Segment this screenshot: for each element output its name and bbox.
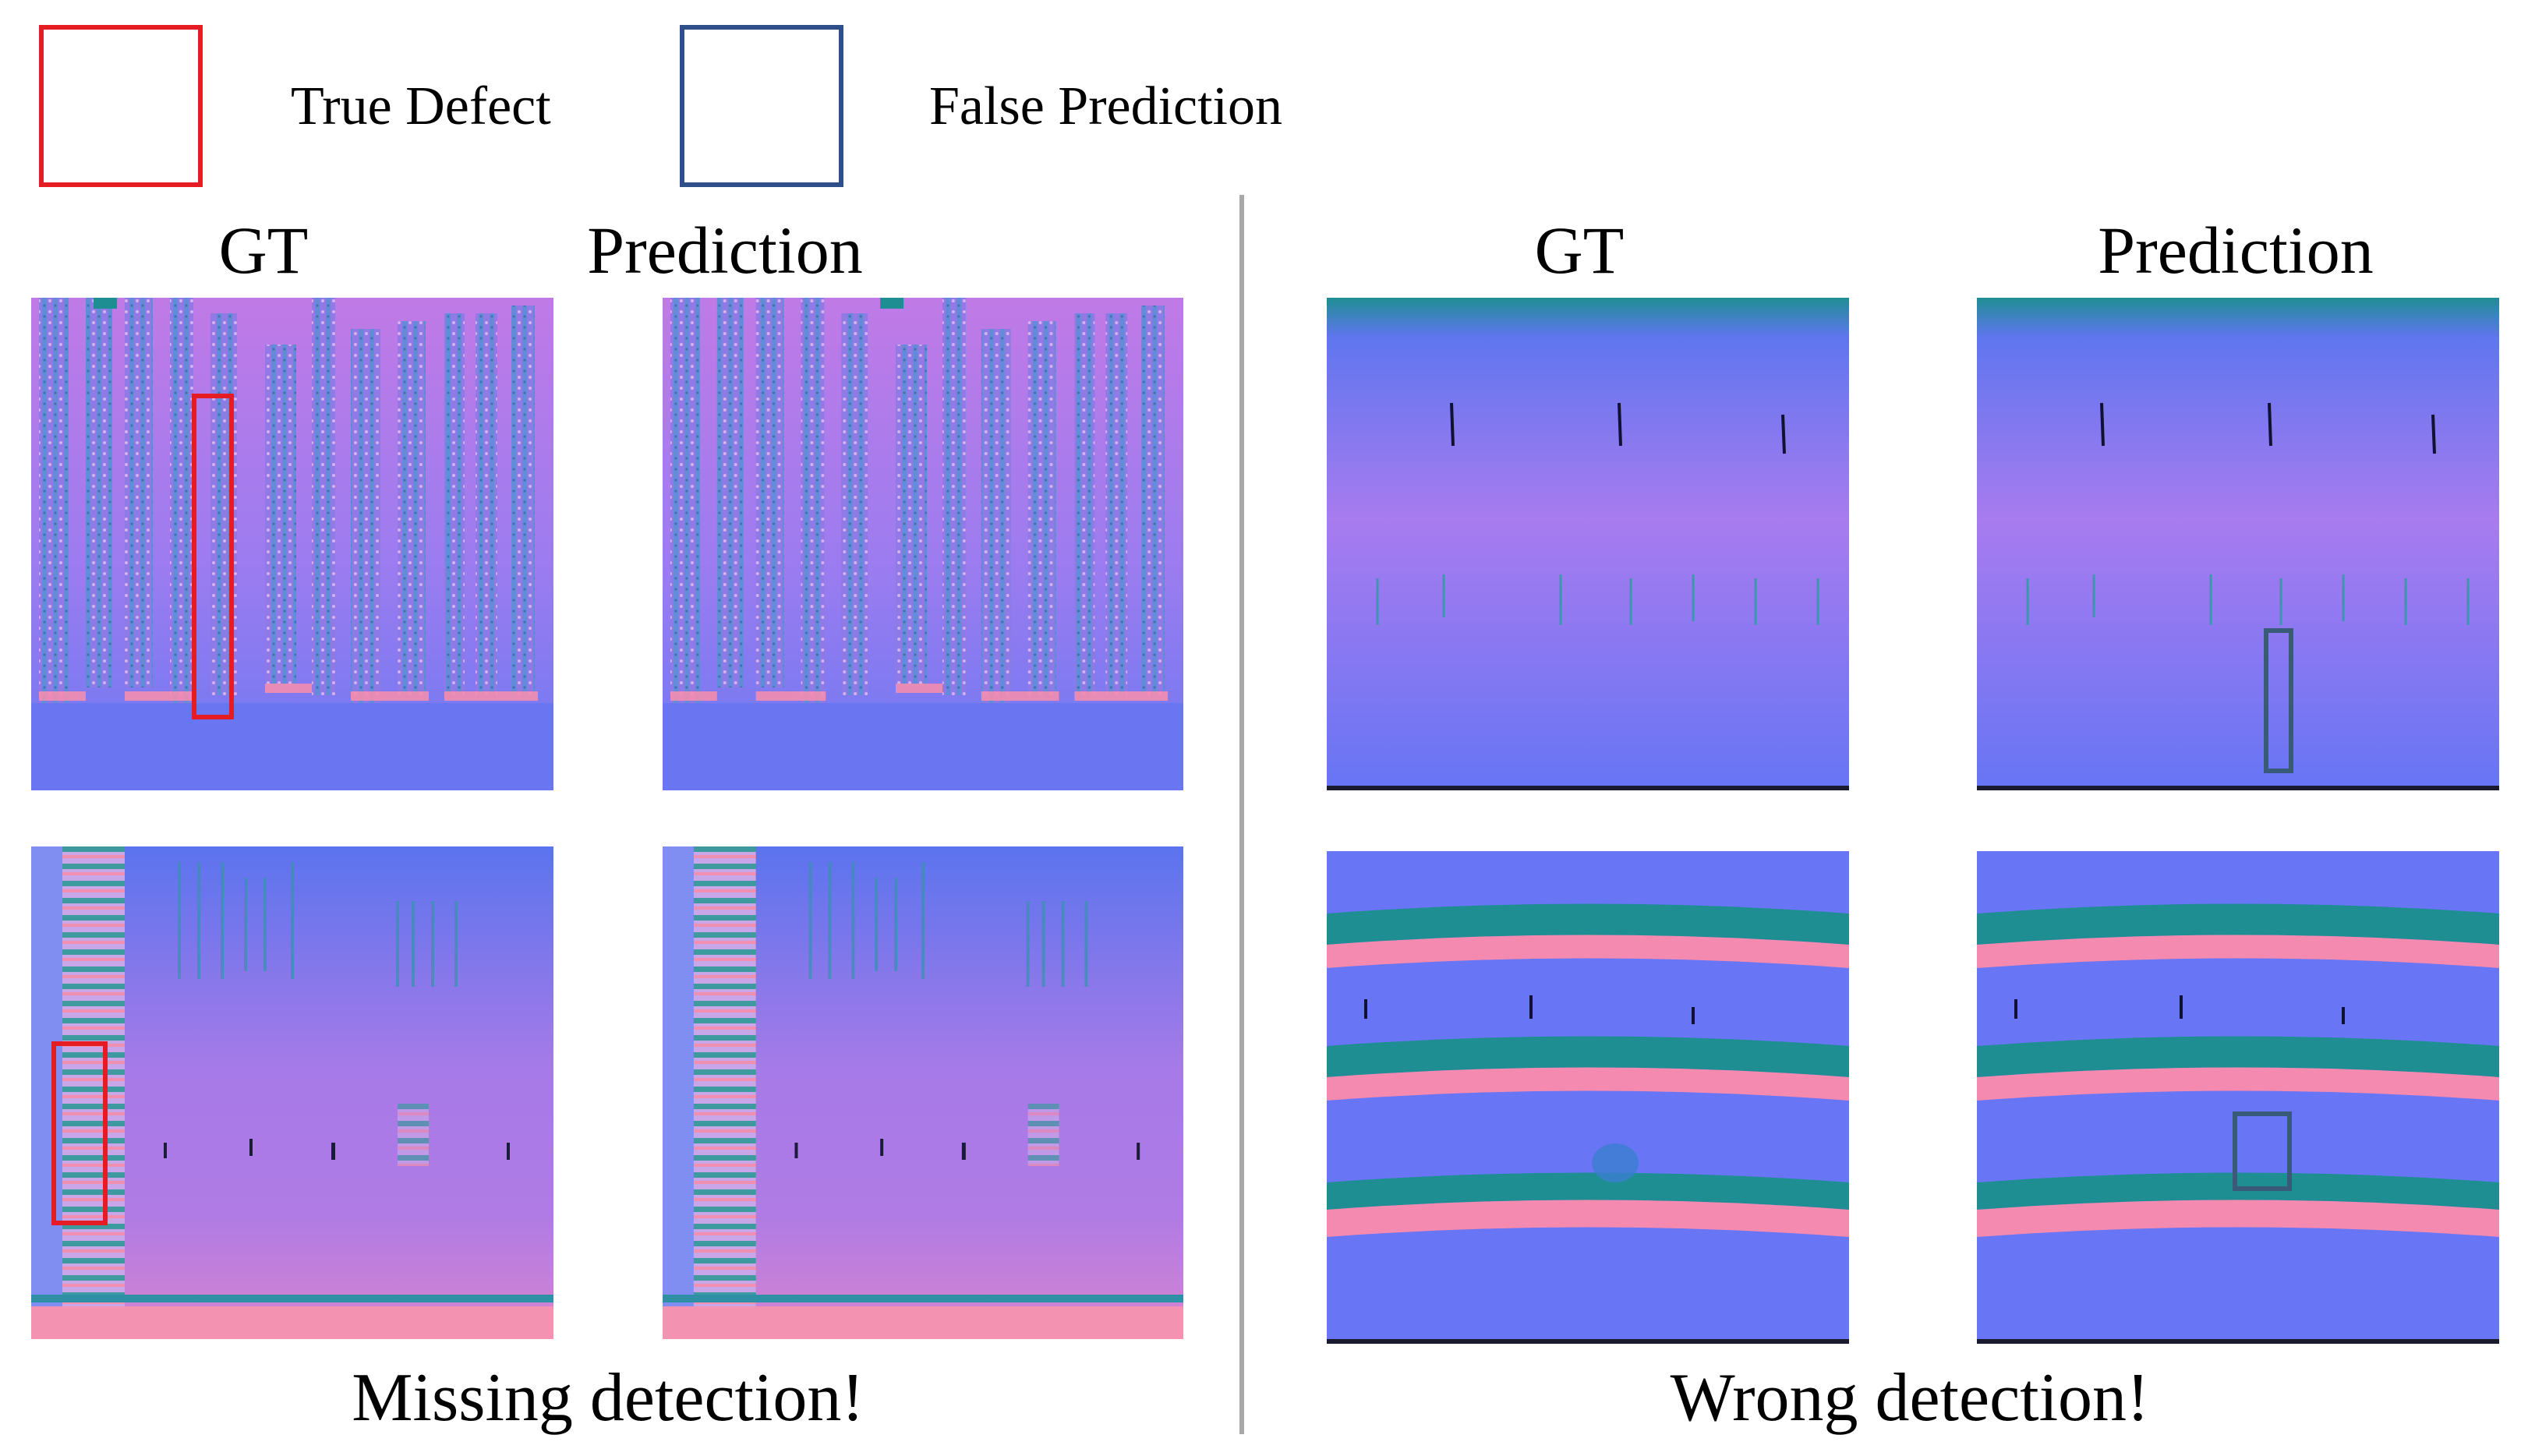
right-prediction-image-top: [1977, 298, 2499, 790]
false-prediction-legend-swatch: [680, 25, 843, 187]
left-gt-image-bottom: [31, 846, 553, 1339]
left-gt-title: GT: [218, 213, 309, 288]
right-gt-title: GT: [1534, 213, 1625, 288]
false-prediction-box: [2233, 1111, 2292, 1191]
right-prediction-image-bottom: [1977, 851, 2499, 1344]
right-prediction-title: Prediction: [2098, 213, 2374, 288]
false-prediction-box: [2264, 628, 2293, 773]
false-prediction-legend-label: False Prediction: [929, 76, 1282, 136]
left-prediction-title: Prediction: [587, 213, 863, 288]
group-divider: [1239, 195, 1244, 1434]
true-defect-box: [51, 1041, 108, 1225]
left-prediction-image-bottom: [663, 846, 1183, 1339]
right-caption: Wrong detection!: [1670, 1360, 2150, 1436]
left-gt-image-top: [31, 298, 553, 790]
true-defect-legend-label: True Defect: [291, 76, 551, 136]
right-gt-image-top: [1327, 298, 1849, 790]
true-defect-box: [192, 394, 234, 719]
true-defect-legend-swatch: [39, 25, 203, 187]
left-caption: Missing detection!: [352, 1360, 864, 1436]
left-prediction-image-top: [663, 298, 1183, 790]
right-gt-image-bottom: [1327, 851, 1849, 1344]
